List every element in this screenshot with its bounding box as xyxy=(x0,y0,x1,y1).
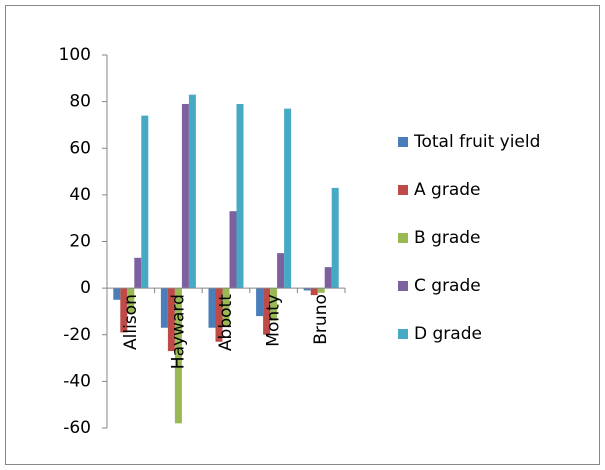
bar xyxy=(127,288,135,314)
legend-swatch xyxy=(398,329,408,339)
chart-border xyxy=(5,5,600,465)
bar xyxy=(236,103,244,289)
bar xyxy=(208,288,216,328)
bar xyxy=(324,267,332,289)
legend-label: B grade xyxy=(414,228,481,248)
bar xyxy=(256,288,264,317)
bar xyxy=(120,288,128,333)
bar xyxy=(331,187,339,289)
bar xyxy=(134,257,142,289)
bar xyxy=(303,288,311,291)
y-tick-label: -40 xyxy=(63,371,91,391)
x-tick-label: Allison xyxy=(121,294,141,350)
y-tick-label: 80 xyxy=(69,92,91,112)
bar xyxy=(229,211,237,289)
legend-swatch xyxy=(398,137,408,147)
x-tick-label: Abbott xyxy=(216,294,236,351)
y-tick-label: 60 xyxy=(69,138,91,158)
bar xyxy=(181,103,189,289)
bar xyxy=(317,288,325,293)
y-tick-label: 20 xyxy=(69,232,91,252)
legend-swatch xyxy=(398,281,408,291)
bar xyxy=(188,94,196,289)
bar xyxy=(174,288,182,424)
x-tick-label: Hayward xyxy=(168,294,188,369)
bar xyxy=(310,288,318,296)
bar xyxy=(160,288,168,328)
bar xyxy=(167,288,175,352)
bar xyxy=(113,288,121,300)
legend-label: C grade xyxy=(414,276,481,296)
legend-label: Total fruit yield xyxy=(413,132,540,152)
x-tick-label: Monty xyxy=(264,294,284,347)
bar xyxy=(215,288,223,342)
y-tick-label: 0 xyxy=(80,278,91,298)
bar xyxy=(277,253,285,289)
bar xyxy=(222,288,230,326)
y-tick-label: -60 xyxy=(63,418,91,438)
legend-label: D grade xyxy=(414,324,482,344)
y-tick-label: 40 xyxy=(69,185,91,205)
bar xyxy=(284,108,292,289)
legend-swatch xyxy=(398,233,408,243)
bar xyxy=(141,115,149,289)
legend-label: A grade xyxy=(414,180,480,200)
bar xyxy=(270,288,278,321)
y-tick-label: 100 xyxy=(59,45,91,65)
bar xyxy=(263,288,271,335)
y-tick-label: -20 xyxy=(63,325,91,345)
legend-swatch xyxy=(398,185,408,195)
x-tick-label: Bruno xyxy=(311,294,331,345)
